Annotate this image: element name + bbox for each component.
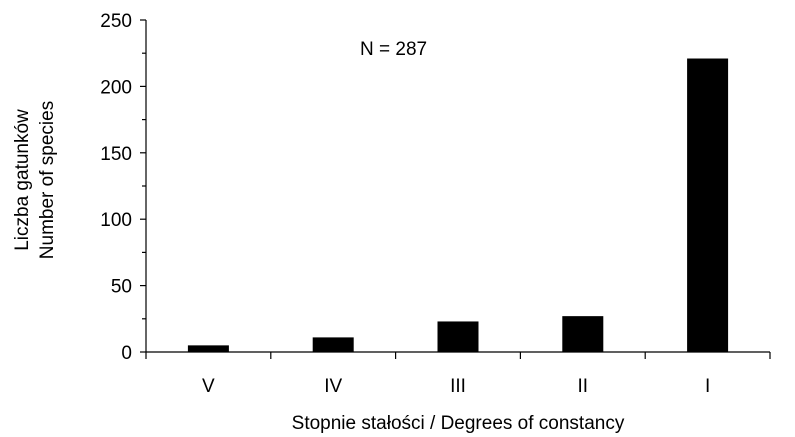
y-tick-label: 200 bbox=[100, 77, 132, 98]
x-tick-label: IV bbox=[324, 376, 342, 397]
y-axis-title-line2: Number of species bbox=[37, 101, 58, 259]
bar-III bbox=[437, 321, 479, 352]
bars bbox=[187, 58, 729, 353]
y-axis-title-line1: Liczba gatunków bbox=[12, 109, 33, 251]
y-axis-ticks: 0 50 100 150 200 250 bbox=[100, 11, 146, 364]
y-tick-label: 0 bbox=[121, 343, 132, 364]
y-tick-label: 250 bbox=[100, 11, 132, 32]
bar-I bbox=[687, 58, 729, 353]
annotation-n: N = 287 bbox=[360, 39, 427, 60]
x-axis-title: Stopnie stałości / Degrees of constancy bbox=[292, 413, 625, 434]
x-axis-ticks: V IV III II I bbox=[145, 352, 771, 397]
x-tick-label: I bbox=[705, 376, 710, 397]
y-tick-label: 50 bbox=[111, 277, 132, 298]
bar-V bbox=[187, 345, 229, 352]
bar-II bbox=[562, 316, 604, 352]
bar-IV bbox=[312, 337, 354, 352]
x-tick-label: V bbox=[202, 376, 215, 397]
x-tick-label: II bbox=[578, 376, 589, 397]
y-tick-label: 150 bbox=[100, 144, 132, 165]
x-tick-label: III bbox=[450, 376, 466, 397]
y-tick-label: 100 bbox=[100, 210, 132, 231]
